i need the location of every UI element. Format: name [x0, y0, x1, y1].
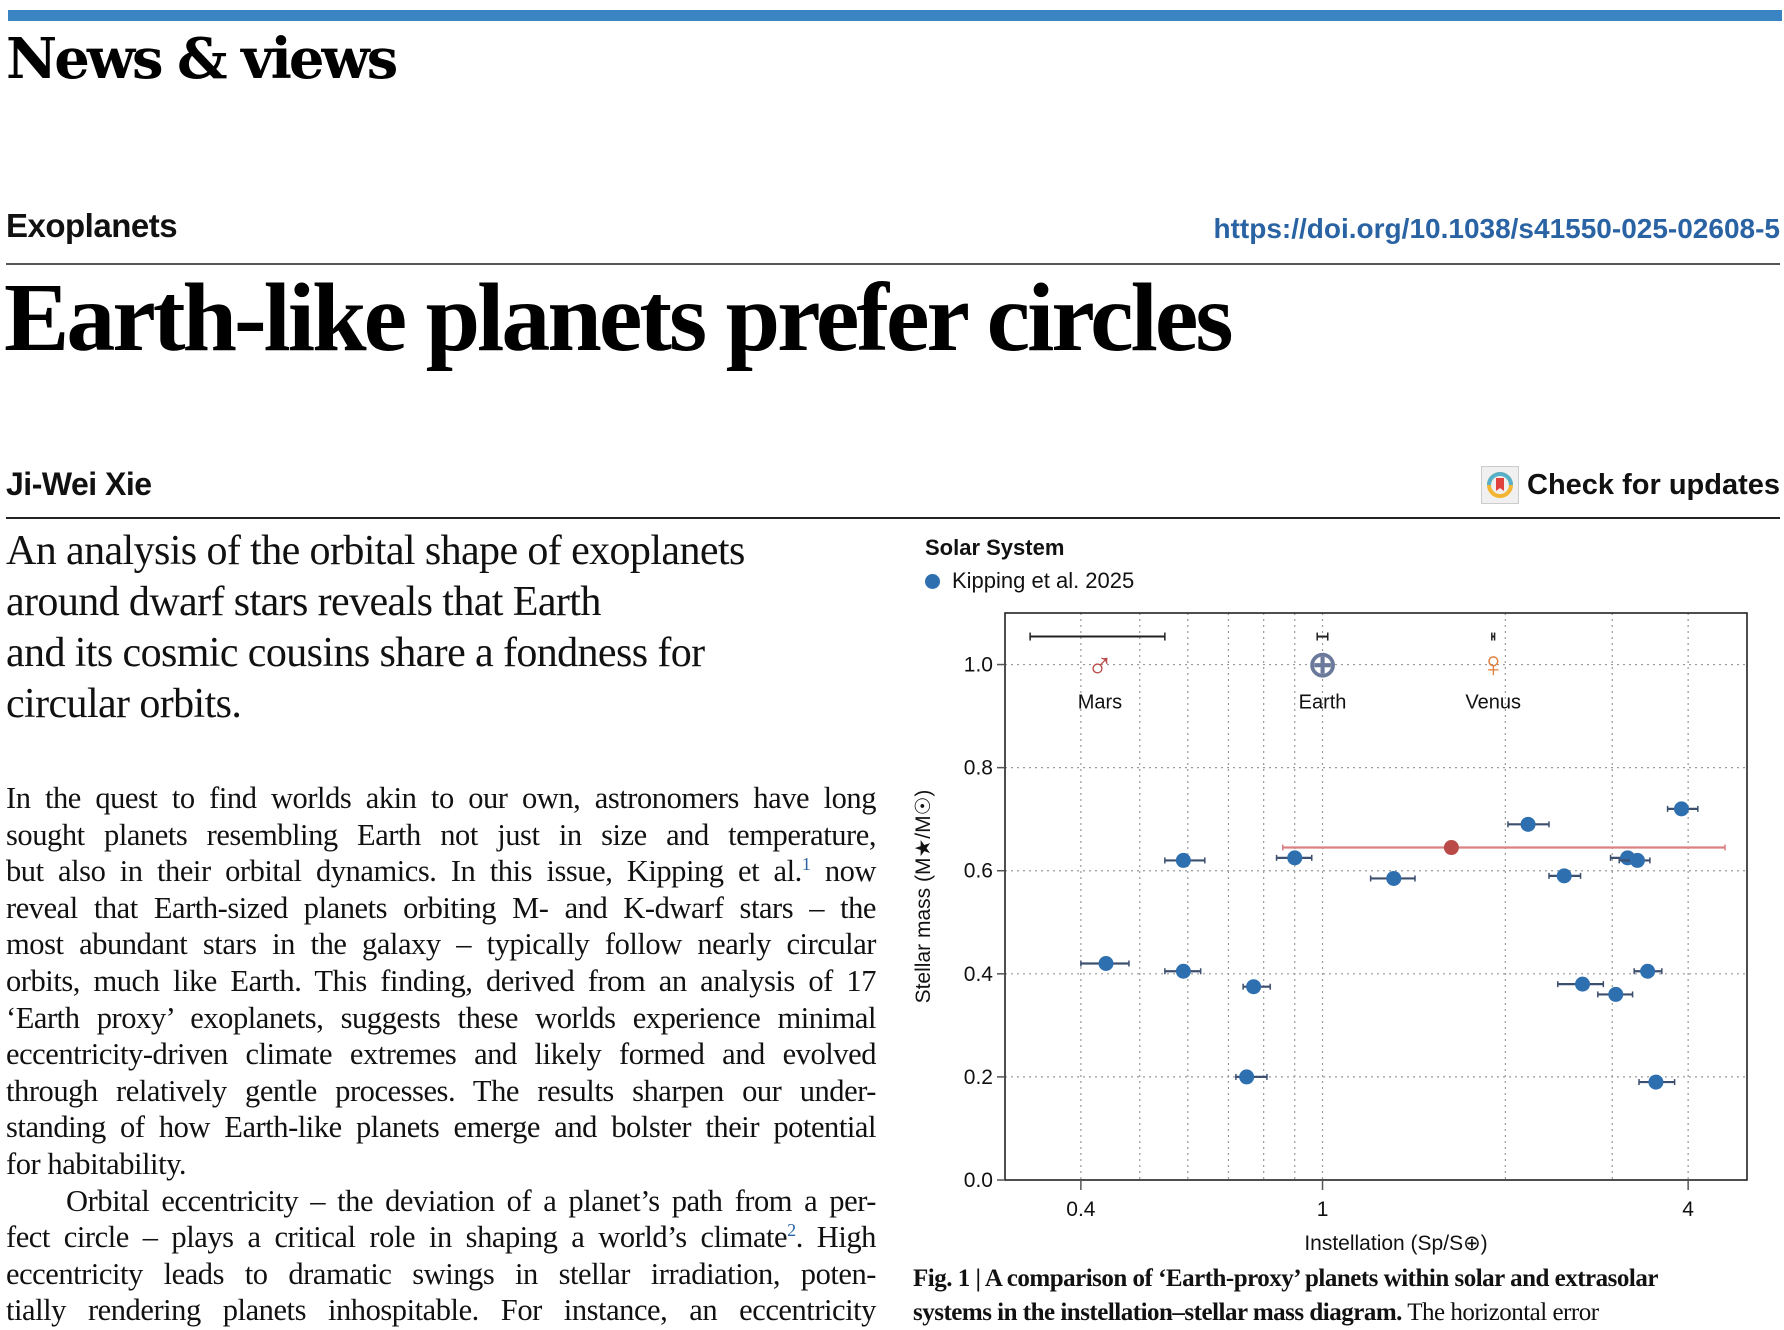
check-for-updates-button[interactable]: Check for updates: [1481, 466, 1780, 504]
check-updates-label: Check for updates: [1527, 468, 1780, 501]
standfirst-line: An analysis of the orbital shape of exop…: [6, 528, 745, 574]
legend-entry: Kipping et al. 2025: [925, 568, 1134, 594]
author-name[interactable]: Ji-Wei Xie: [6, 466, 152, 502]
legend-title: Solar System: [925, 535, 1065, 560]
x-tick-label: 4: [1682, 1198, 1694, 1221]
reference-link[interactable]: 2: [787, 1219, 796, 1240]
data-point: [1287, 850, 1303, 866]
figure: Solar System Kipping et al. 2025 0.0 0.2 0…: [905, 520, 1784, 1326]
article-body: In the quest to find worlds akin to our …: [6, 780, 876, 1329]
divider: [6, 263, 1780, 265]
earth-symbol-icon: ⊕: [1307, 644, 1337, 685]
y-tick-label: 0.4: [964, 963, 994, 986]
scatter-chart: 0.0 0.2 0.4 0.6 0.8 1.0 0.4 1 4 ♂ Mars ⊕ Earth ♀ Venu…: [912, 612, 1748, 1255]
body-line: Orbital eccentricity – the deviation of …: [66, 1183, 876, 1218]
y-tick-label: 0.8: [964, 757, 993, 780]
caption-title: Fig. 1 | A comparison of ‘Earth-proxy’ p…: [913, 1265, 1658, 1292]
check-updates-icon: [1481, 466, 1519, 504]
body-line: In the quest to find worlds akin to our …: [6, 781, 876, 815]
data-point: [1520, 816, 1536, 832]
gridlines: [1005, 613, 1747, 1180]
y-tick-label: 0.0: [964, 1169, 993, 1192]
body-line: for habitability.: [6, 1146, 187, 1181]
standfirst: An analysis of the orbital shape of exop…: [6, 526, 886, 730]
doi-link[interactable]: https://doi.org/10.1038/s41550-025-02608…: [1213, 213, 1780, 244]
article-title: Earth-like planets prefer circles: [4, 264, 1233, 372]
y-tick-label: 0.2: [964, 1066, 993, 1089]
data-point: [1239, 1069, 1255, 1085]
body-line: but also in their orbital dynamics. In t…: [6, 854, 876, 889]
body-line: fect circle – plays a critical role in s…: [6, 1219, 876, 1255]
x-tick-label: 1: [1317, 1198, 1329, 1221]
data-points: [1080, 801, 1726, 1090]
solar-system-markers: ♂ Mars ⊕ Earth ♀ Venus: [1029, 632, 1521, 714]
section-title: News & views: [6, 26, 398, 92]
data-point: [1175, 852, 1191, 868]
data-point: [1556, 868, 1572, 884]
body-line: orbits, much like Earth. This finding, d…: [6, 963, 876, 998]
body-line: most abundant stars in the galaxy – typi…: [6, 927, 876, 962]
data-point: [1629, 852, 1645, 868]
caption-text: The horizontal error: [1401, 1299, 1599, 1326]
x-axis-label: Instellation (Sp/S⊕): [1304, 1232, 1487, 1255]
highlighted-point: [1443, 840, 1459, 856]
data-point: [1246, 979, 1262, 995]
venus-label: Venus: [1465, 692, 1521, 714]
y-tick-label: 0.6: [964, 860, 993, 883]
body-line: sought planets resembling Earth not just…: [6, 817, 876, 852]
body-line: eccentricity leads to dramatic swings in…: [6, 1256, 876, 1291]
body-line: eccentricity-driven climate extremes and…: [6, 1037, 876, 1072]
body-line: tially rendering planets inhospitable. F…: [6, 1293, 876, 1328]
axes: 0.0 0.2 0.4 0.6 0.8 1.0 0.4 1 4: [964, 612, 1748, 1221]
data-point: [1386, 870, 1402, 886]
reference-link[interactable]: 1: [801, 854, 811, 875]
y-axis-label: Stellar mass (M★/M☉): [912, 790, 935, 1004]
data-point: [1608, 986, 1624, 1002]
mars-symbol-icon: ♂: [1086, 644, 1113, 685]
venus-symbol-icon: ♀: [1480, 644, 1507, 685]
caption-title-cont: systems in the instellation–stellar mass…: [913, 1299, 1402, 1326]
data-point: [1640, 963, 1656, 979]
data-point: [1175, 963, 1191, 979]
earth-label: Earth: [1299, 692, 1347, 714]
y-tick-label: 1.0: [964, 654, 993, 677]
article-kicker: Exoplanets: [6, 207, 178, 244]
standfirst-line: around dwarf stars reveals that Earth: [6, 579, 601, 625]
body-line: standing of how Earth-like planets emerg…: [6, 1110, 876, 1145]
legend-marker: [925, 573, 940, 589]
body-line: through relatively gentle processes. The…: [6, 1073, 876, 1108]
body-line: ‘Earth proxy’ exoplanets, suggests these…: [6, 1000, 876, 1035]
body-line: reveal that Earth-sized planets orbiting…: [6, 890, 876, 925]
divider: [6, 517, 1780, 519]
mars-label: Mars: [1078, 692, 1122, 714]
plot-frame: [1004, 612, 1748, 1181]
data-point: [1673, 801, 1689, 817]
data-point: [1098, 956, 1114, 972]
standfirst-line: and its cosmic cousins share a fondness …: [6, 630, 705, 676]
legend-label: Kipping et al. 2025: [952, 568, 1135, 593]
data-point: [1648, 1074, 1664, 1090]
data-point: [1575, 976, 1591, 992]
figure-caption: Fig. 1 | A comparison of ‘Earth-proxy’ p…: [913, 1262, 1783, 1330]
x-tick-label: 0.4: [1066, 1198, 1096, 1221]
standfirst-line: circular orbits.: [6, 681, 242, 727]
accent-bar: [8, 10, 1782, 21]
